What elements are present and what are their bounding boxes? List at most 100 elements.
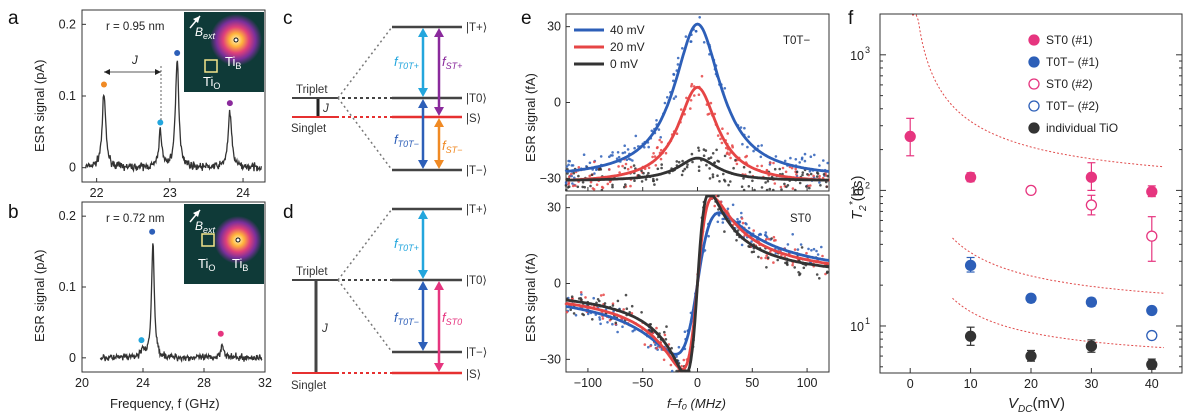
panel-e-bottom-point bbox=[736, 217, 739, 221]
panel-e-top-point bbox=[748, 170, 752, 174]
panel-e-bottom-point bbox=[818, 277, 821, 280]
panel-f-point bbox=[1146, 329, 1158, 342]
panel-f-point bbox=[1146, 230, 1158, 242]
panel-e-top-point bbox=[773, 167, 777, 171]
d-arrow-t0tplus bbox=[418, 210, 428, 279]
panel-f-point bbox=[964, 171, 977, 183]
panel-e-top-point bbox=[822, 159, 825, 162]
panel-e-top-point bbox=[716, 159, 719, 163]
panel-e-bottom-point bbox=[603, 302, 607, 305]
panel-e-top-point bbox=[744, 155, 747, 159]
panel-e-bottom-point bbox=[665, 325, 668, 328]
panel-e-top-point bbox=[679, 108, 683, 111]
panel-e-top-point bbox=[697, 93, 701, 96]
panel-a-j-label: J bbox=[131, 55, 138, 67]
panel-b-peak-marker bbox=[149, 228, 156, 235]
panel-e-top-point bbox=[773, 182, 777, 185]
panel-e-bottom-point bbox=[713, 204, 716, 208]
panel-e-bottom-point bbox=[793, 248, 797, 251]
panel-e-top-point bbox=[582, 153, 586, 156]
panel-e-bottom-point bbox=[649, 323, 652, 326]
panel-e-bottom-point bbox=[798, 273, 801, 277]
panel-e-top-point bbox=[728, 153, 731, 156]
panel-e-legend-label: 20 mV bbox=[610, 40, 645, 54]
panel-e-top-point bbox=[685, 96, 688, 100]
panel-e-top-point bbox=[689, 99, 693, 102]
panel-e-top-point bbox=[812, 174, 815, 178]
panel-e-top-point bbox=[581, 181, 585, 184]
panel-e-bottom-point bbox=[769, 250, 772, 253]
panel-f-ytick-exponent: 1 bbox=[865, 316, 870, 326]
panel-e-top-point bbox=[624, 162, 628, 166]
panel-e-bottom-point bbox=[793, 266, 796, 269]
panel-e-top-point bbox=[623, 185, 626, 189]
panel-e-bottom-point bbox=[630, 312, 634, 315]
panel-f-point bbox=[1146, 358, 1158, 371]
panel-e-top-point bbox=[711, 175, 715, 179]
panel-e-bottom-point bbox=[826, 270, 829, 274]
panel-e-top-point bbox=[698, 15, 701, 19]
panel-e-top-point bbox=[786, 184, 790, 187]
panel-e-bottom-point bbox=[741, 221, 745, 225]
panel-e-top-point bbox=[742, 165, 746, 169]
panel-e-bottom-point bbox=[726, 207, 730, 211]
panel-e-bottom-point bbox=[820, 245, 823, 249]
panel-e-bottom-point bbox=[816, 253, 820, 256]
panel-e-bottom-point bbox=[757, 233, 761, 237]
panel-e-top-point bbox=[818, 174, 821, 178]
panel-a-ytick-label: 0.1 bbox=[59, 89, 76, 103]
panel-e-top-point bbox=[713, 161, 716, 165]
panel-e-bottom-point bbox=[805, 251, 808, 255]
panel-e-top-point bbox=[617, 165, 620, 168]
panel-e-top-point bbox=[565, 165, 569, 168]
panel-e-bottom-point bbox=[765, 254, 768, 257]
panel-e-bottom-point bbox=[630, 304, 634, 308]
panel-e-legend-label: 40 mV bbox=[610, 23, 645, 37]
c-label-f-t0tplus: fT0T+ bbox=[394, 54, 419, 71]
panel-e-bottom-point bbox=[786, 263, 789, 267]
panel-e-top-ytick-label: 30 bbox=[547, 20, 561, 34]
panel-f-ytick-exponent: 3 bbox=[865, 45, 870, 55]
panel-e-bottom-point bbox=[570, 295, 574, 299]
panel-e-bottom-point bbox=[584, 296, 587, 299]
panel-e-top-point bbox=[742, 177, 745, 180]
panel-e-top-point bbox=[734, 158, 737, 162]
panel-e-bottom-point bbox=[577, 297, 581, 300]
panel-e-top-point bbox=[752, 149, 755, 153]
panel-e-bottom-point bbox=[581, 312, 584, 316]
panel-f-point bbox=[1025, 350, 1037, 362]
panel-e-bottom-point bbox=[707, 234, 710, 238]
panel-e-bottom-point bbox=[752, 229, 755, 232]
panel-e-top-point bbox=[595, 183, 599, 186]
panel-e-bottom-point bbox=[772, 261, 775, 264]
panel-e-top-point bbox=[768, 187, 772, 191]
panel-e-top-point bbox=[577, 166, 581, 169]
panel-e-top-point bbox=[660, 166, 663, 170]
panel-e-top-point bbox=[674, 95, 678, 98]
panel-e-top-point bbox=[822, 173, 826, 176]
panel-e-top-point bbox=[659, 148, 663, 152]
panel-e-top-point bbox=[654, 164, 658, 167]
panel-e-bottom-point bbox=[717, 194, 720, 198]
c-state-tminus: |T−⟩ bbox=[466, 164, 487, 177]
d-arrow-t0tminus bbox=[418, 281, 428, 351]
panel-e-top-point bbox=[571, 184, 575, 188]
panel-a-xtick-label: 24 bbox=[236, 186, 250, 200]
c-arrow-stplus bbox=[434, 28, 444, 116]
panel-e-top-point bbox=[659, 157, 663, 161]
panel-f-legend-marker bbox=[1028, 78, 1040, 90]
c-label-f-stminus: fST− bbox=[442, 138, 462, 155]
panel-a-ytick-label: 0 bbox=[69, 161, 76, 175]
panel-e-top-point bbox=[815, 175, 819, 178]
panel-a-ytick-label: 0.2 bbox=[59, 17, 76, 31]
panel-a-j-arrow-head-left bbox=[104, 69, 110, 75]
panel-e-bottom-point bbox=[622, 308, 625, 311]
panel-e-top-point bbox=[803, 152, 807, 156]
d-label-f-t0tplus: fT0T+ bbox=[394, 236, 419, 253]
panel-e-top-point bbox=[581, 185, 584, 189]
panel-e-bottom-point bbox=[580, 298, 583, 302]
panel-e-bottom-point bbox=[764, 234, 768, 237]
panel-e-top-point bbox=[567, 163, 570, 167]
panel-e-top-point bbox=[564, 181, 568, 184]
panel-b-chart: 0 0.1 0.2 20 24 28 32 ESR signal (pA) Frequenc… bbox=[32, 201, 272, 411]
